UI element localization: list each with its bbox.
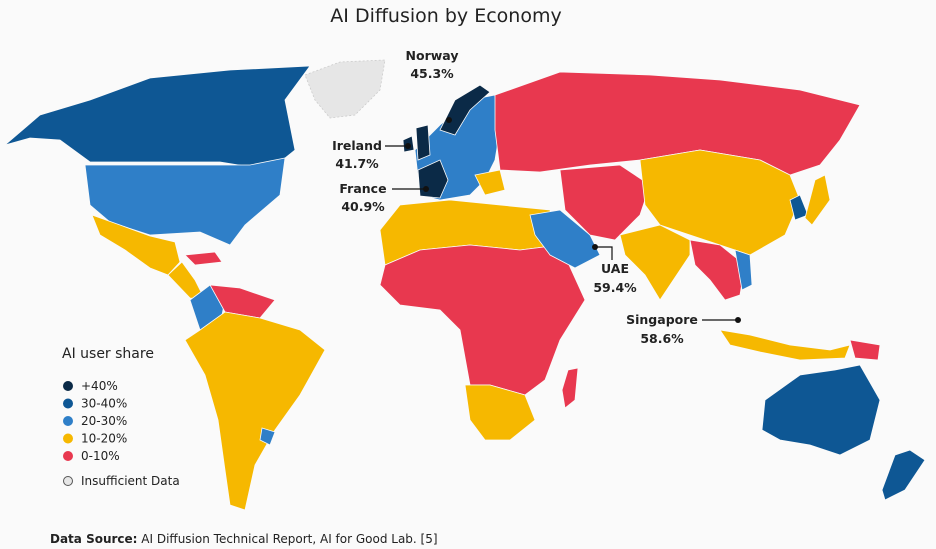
- legend-swatch: [63, 433, 73, 444]
- callout-dot: [423, 186, 429, 192]
- legend-swatch: [63, 451, 73, 461]
- legend-swatch: [63, 476, 73, 486]
- japan: [804, 174, 831, 226]
- iran-central-asia: [559, 164, 651, 241]
- legend-swatch: [63, 381, 73, 391]
- source: Data Source: AI Diffusion Technical Repo…: [50, 532, 438, 546]
- new-zealand: [881, 449, 926, 501]
- source-prefix: Data Source:: [50, 532, 137, 546]
- callout-value: 41.7%: [335, 156, 379, 171]
- caribbean: [184, 251, 223, 266]
- africa: [379, 244, 586, 396]
- madagascar: [561, 367, 579, 409]
- greenland: [304, 59, 386, 119]
- legend-swatch: [63, 398, 73, 409]
- callout: Ireland 41.7%: [332, 138, 411, 171]
- usa: [84, 157, 286, 246]
- callout-name: Singapore: [626, 312, 698, 327]
- callout-name: UAE: [601, 261, 629, 276]
- legend-title: AI user share: [62, 346, 154, 362]
- uruguay: [259, 427, 276, 446]
- callout-dot: [592, 244, 598, 250]
- source-text: AI Diffusion Technical Report, AI for Go…: [141, 532, 437, 546]
- saudi-arabia: [529, 209, 601, 269]
- uk: [415, 124, 431, 161]
- legend-label: 0-10%: [81, 449, 120, 463]
- mexico: [91, 214, 181, 276]
- southeast-asia: [689, 239, 746, 301]
- callout-value: 45.3%: [410, 66, 454, 81]
- legend: AI user share +40% 30-40% 20-30% 10-20% 0-10…: [62, 346, 180, 488]
- callout: Singapore 58.6%: [626, 312, 741, 346]
- southern-africa: [464, 384, 536, 441]
- indonesia: [719, 329, 851, 361]
- legend-label: +40%: [81, 379, 118, 393]
- legend-label: 30-40%: [81, 397, 127, 411]
- australia: [761, 364, 881, 456]
- callout: Norway 45.3%: [406, 48, 459, 123]
- legend-label: 20-30%: [81, 414, 127, 428]
- callout-name: Ireland: [332, 138, 382, 153]
- legend-swatch: [63, 416, 73, 426]
- legend-label: 10-20%: [81, 432, 127, 446]
- callout-dot: [446, 117, 452, 123]
- callout-dot: [735, 317, 741, 323]
- callouts: Norway 45.3% Ireland 41.7% France 40.9% …: [332, 48, 741, 346]
- venezuela: [209, 284, 276, 319]
- vietnam: [734, 249, 753, 291]
- callout-name: France: [339, 181, 386, 196]
- callout-value: 59.4%: [593, 280, 637, 295]
- callout: UAE 59.4%: [592, 244, 637, 295]
- png: [849, 339, 881, 361]
- south-america: [184, 311, 326, 511]
- callout: France 40.9%: [339, 181, 429, 214]
- callout-value: 58.6%: [640, 331, 684, 346]
- india: [619, 224, 691, 301]
- callout-dot: [405, 143, 411, 149]
- leader-line: [597, 246, 613, 260]
- legend-label: Insufficient Data: [81, 474, 180, 488]
- china: [639, 149, 801, 256]
- title: AI Diffusion by Economy: [330, 5, 561, 27]
- callout-name: Norway: [406, 48, 459, 63]
- central-america: [167, 261, 206, 301]
- world-map: [4, 59, 926, 511]
- callout-value: 40.9%: [341, 199, 385, 214]
- canada: [4, 65, 311, 171]
- balkans: [474, 169, 506, 196]
- norway: [439, 84, 491, 136]
